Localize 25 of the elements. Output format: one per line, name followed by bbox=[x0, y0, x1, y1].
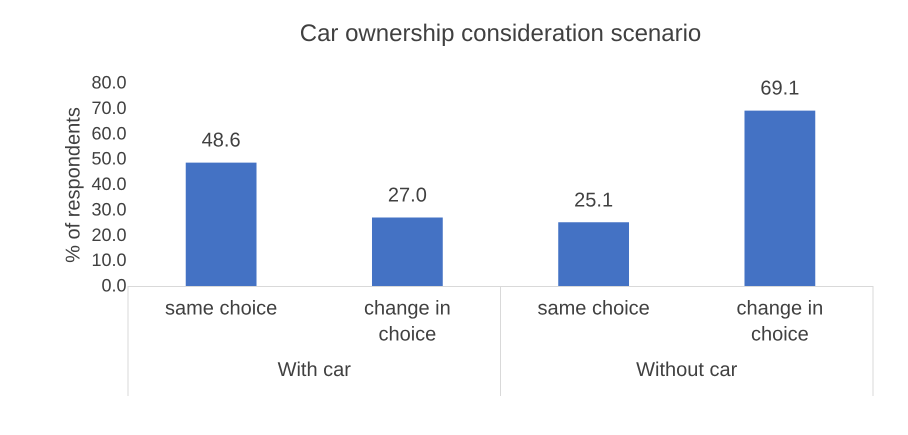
bar bbox=[372, 217, 443, 286]
text: Without car bbox=[636, 359, 738, 381]
x-tick-label: same choice bbox=[164, 298, 278, 320]
y-tick-label: 10.0 bbox=[91, 250, 126, 270]
x-tick-label: change in choice bbox=[364, 298, 451, 346]
bar bbox=[744, 110, 816, 286]
y-tick-label: 70.0 bbox=[91, 98, 126, 118]
data-label: 27.0 bbox=[388, 184, 427, 206]
text: With car bbox=[278, 359, 352, 381]
bar bbox=[186, 162, 257, 286]
y-axis-title: % of respondents bbox=[62, 107, 84, 263]
data-label: 48.6 bbox=[202, 130, 241, 152]
y-tick-label: 30.0 bbox=[91, 199, 126, 220]
chart-title: Car ownership consideration scenario bbox=[300, 20, 702, 47]
y-tick-label: 0.0 bbox=[101, 276, 126, 296]
bar bbox=[558, 222, 630, 286]
y-tick-label: 50.0 bbox=[91, 148, 126, 169]
data-label: 25.1 bbox=[574, 189, 614, 212]
x-tick-label: same choice bbox=[537, 298, 650, 320]
y-tick-label: 60.0 bbox=[91, 123, 126, 144]
y-tick-label: 20.0 bbox=[91, 224, 126, 245]
data-label: 69.1 bbox=[760, 78, 800, 100]
y-tick-label: 40.0 bbox=[91, 174, 126, 194]
y-tick-label: 80.0 bbox=[91, 72, 126, 92]
x-tick-label: change in choice bbox=[736, 298, 824, 346]
